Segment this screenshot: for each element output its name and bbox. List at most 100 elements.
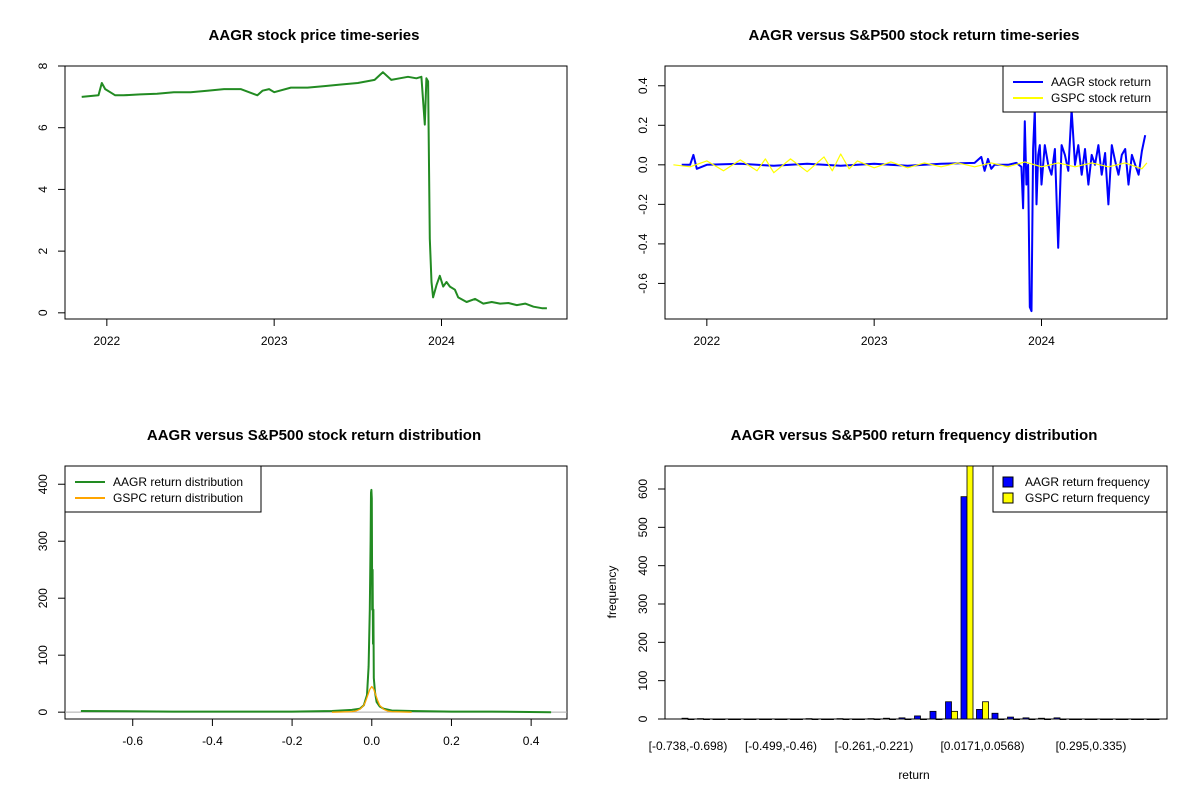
frequency-ytick-label: 200: [636, 632, 650, 652]
returns-title: AAGR versus S&P500 stock return time-ser…: [749, 27, 1080, 44]
density-series-line: [80, 488, 552, 714]
frequency-bar: [873, 718, 881, 721]
frequency-ytick-label: 600: [636, 479, 650, 499]
price-ytick-label: 4: [36, 186, 50, 193]
frequency-bar: [687, 718, 695, 721]
frequency-bar: [889, 718, 896, 721]
frequency-ytick-label: 100: [636, 670, 650, 690]
frequency-bar: [920, 718, 927, 721]
frequency-ytick-label: 500: [636, 517, 650, 537]
frequency-bar: [852, 718, 859, 721]
frequency-xlabel: return: [898, 768, 929, 782]
frequency-bar: [1131, 718, 1138, 721]
frequency-xtick-label: [-0.499,-0.46): [745, 739, 817, 753]
returns-series-line: [673, 153, 1148, 174]
returns-legend-label: AAGR stock return: [1051, 75, 1151, 89]
frequency-bar: [712, 718, 720, 721]
frequency-xtick-label: [-0.738,-0.698): [649, 739, 728, 753]
frequency-xtick-label: [0.0171,0.0568): [940, 739, 1024, 753]
density-title: AAGR versus S&P500 stock return distribu…: [147, 427, 481, 444]
returns-xtick-label: 2024: [1028, 334, 1055, 348]
frequency-bar: [836, 718, 844, 720]
returns-ytick-label: 0.4: [636, 77, 650, 94]
price-xtick-label: 2023: [261, 334, 288, 348]
density-ytick-label: 200: [36, 588, 50, 608]
density-xtick-label: 0.0: [363, 734, 380, 748]
frequency-bar: [1059, 718, 1067, 721]
frequency-bar: [774, 718, 782, 721]
density-xtick-label: -0.2: [282, 734, 303, 748]
frequency-ytick-label: 400: [636, 555, 650, 575]
density-series-line: [331, 685, 412, 713]
price-ytick-label: 8: [36, 62, 50, 69]
frequency-bar: [759, 718, 766, 721]
frequency-xtick-label: [-0.261,-0.221): [835, 739, 914, 753]
frequency-legend-swatch: [1002, 492, 1014, 504]
frequency-bar: [1084, 718, 1092, 721]
frequency-bar: [991, 712, 999, 720]
density-legend: [64, 465, 262, 513]
price-title: AAGR stock price time-series: [209, 27, 420, 44]
frequency-bar: [982, 701, 989, 720]
returns-xtick-label: 2023: [861, 334, 888, 348]
frequency-bar: [951, 710, 958, 720]
returns-ytick-label: -0.4: [636, 233, 650, 254]
density-ytick-label: 100: [36, 645, 50, 665]
returns-series-line: [681, 108, 1147, 313]
density-legend-label: AAGR return distribution: [113, 475, 243, 489]
density-ytick-label: 400: [36, 474, 50, 494]
returns-ytick-label: -0.2: [636, 194, 650, 215]
frequency-bar: [976, 709, 983, 720]
frequency-bar: [790, 718, 797, 721]
frequency-bar: [1115, 718, 1123, 721]
price-ytick-label: 2: [36, 247, 50, 254]
density-xtick-label: 0.2: [443, 734, 460, 748]
frequency-ytick-label: 0: [636, 715, 650, 722]
returns-legend: [1002, 65, 1168, 113]
frequency-bar: [1013, 718, 1020, 721]
returns-ytick-label: 0.2: [636, 117, 650, 134]
density-ytick-label: 0: [36, 709, 50, 716]
frequency-bar: [945, 701, 952, 720]
frequency-bar: [734, 718, 741, 721]
price-panel: AAGR stock price time-series 2022 2023 2024…: [36, 27, 568, 348]
frequency-bar: [1121, 718, 1129, 721]
frequency-title: AAGR versus S&P500 return frequency dist…: [731, 427, 1098, 444]
density-xtick-label: 0.4: [523, 734, 540, 748]
price-ytick-label: 6: [36, 124, 50, 131]
frequency-bar: [703, 718, 710, 721]
frequency-bar: [796, 718, 803, 721]
returns-panel: AAGR versus S&P500 stock return time-ser…: [636, 27, 1168, 348]
frequency-bar: [780, 718, 788, 721]
returns-ytick-label: -0.6: [636, 273, 650, 294]
returns-xtick-label: 2022: [693, 334, 720, 348]
frequency-bar: [1075, 718, 1082, 721]
frequency-bar: [898, 717, 906, 720]
frequency-bar: [935, 718, 943, 721]
frequency-bar: [960, 496, 968, 720]
price-plot-frame: [64, 65, 568, 320]
frequency-bar: [728, 718, 735, 721]
frequency-bar: [1069, 718, 1076, 721]
density-legend-label: GSPC return distribution: [113, 491, 243, 505]
frequency-bar: [681, 717, 689, 720]
frequency-bar: [743, 718, 751, 721]
frequency-bar: [811, 718, 819, 721]
returns-ytick-label: 0.0: [636, 156, 650, 173]
frequency-bar: [1146, 718, 1154, 721]
price-xtick-label: 2024: [428, 334, 455, 348]
frequency-bar: [966, 465, 974, 720]
frequency-bar: [749, 718, 757, 721]
frequency-bar: [1007, 716, 1014, 720]
frequency-bar: [1100, 718, 1107, 721]
density-panel: AAGR versus S&P500 stock return distribu…: [36, 427, 568, 748]
frequency-bar: [821, 718, 828, 721]
frequency-bar: [1090, 718, 1098, 721]
density-xtick-label: -0.4: [202, 734, 223, 748]
frequency-xtick-label: [0.295,0.335): [1056, 739, 1127, 753]
frequency-legend-label: AAGR return frequency: [1025, 475, 1150, 489]
density-ytick-label: 300: [36, 531, 50, 551]
frequency-bar: [718, 718, 726, 721]
price-series-line: [81, 71, 547, 310]
